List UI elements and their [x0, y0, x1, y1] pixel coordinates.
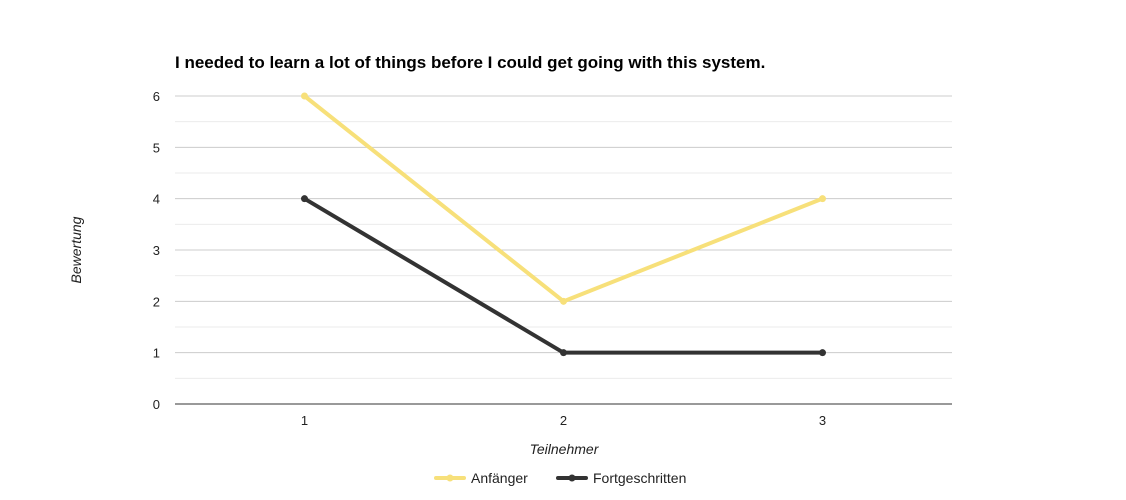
y-axis-ticks: 0 1 2 3 4 5 6 — [153, 89, 160, 412]
data-point — [560, 297, 567, 305]
y-tick-label: 5 — [153, 140, 160, 155]
y-tick-label: 6 — [153, 89, 160, 104]
series-group — [301, 92, 826, 357]
grid-lines — [175, 95, 952, 379]
data-point — [301, 92, 308, 100]
y-tick-label: 2 — [153, 294, 160, 309]
x-tick-label: 1 — [301, 413, 308, 428]
legend-swatch-point — [568, 474, 576, 482]
data-point — [819, 349, 826, 357]
y-tick-label: 0 — [153, 397, 160, 412]
x-tick-label: 3 — [819, 413, 826, 428]
legend: Anfänger Fortgeschritten — [434, 470, 686, 486]
y-tick-label: 4 — [153, 192, 160, 207]
legend-swatch-point — [446, 474, 454, 482]
legend-label: Anfänger — [471, 470, 528, 486]
y-axis-label: Bewertung — [68, 216, 84, 283]
y-tick-label: 3 — [153, 243, 160, 258]
x-tick-label: 2 — [560, 413, 567, 428]
data-point — [819, 195, 826, 203]
chart-title: I needed to learn a lot of things before… — [175, 53, 765, 72]
x-axis-ticks: 1 2 3 — [301, 413, 826, 428]
x-axis-label: Teilnehmer — [530, 441, 600, 457]
data-point — [301, 195, 308, 203]
legend-label: Fortgeschritten — [593, 470, 686, 486]
y-tick-label: 1 — [153, 346, 160, 361]
data-point — [560, 349, 567, 357]
